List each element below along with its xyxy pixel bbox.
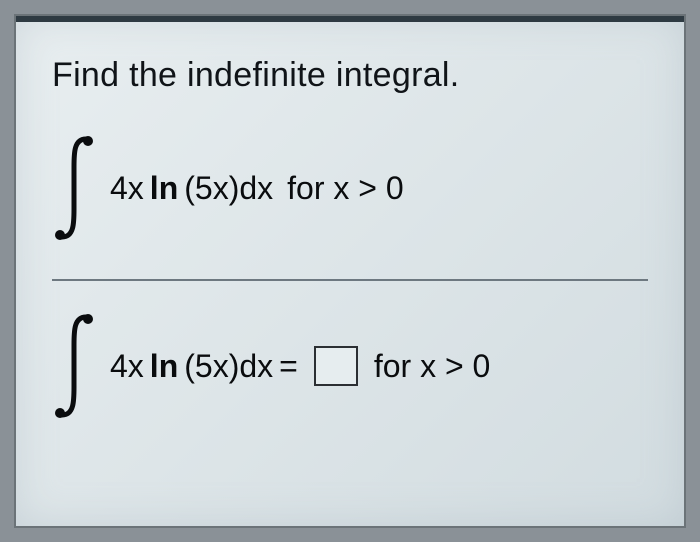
integrand-2: 4x [110,348,144,385]
integral-expression-2: 4x ln (5x)dx = for x > 0 [110,346,490,386]
fn-ln-1: ln [150,170,178,207]
condition-2: for x > 0 [374,348,491,385]
integral-expression-1: 4x ln (5x)dx for x > 0 [110,170,404,207]
integral-answer-row: 4x ln (5x)dx = for x > 0 [52,311,648,421]
prompt-text: Find the indefinite integral. [52,56,648,95]
condition-1: for x > 0 [287,170,404,207]
arg-1: (5x)dx [184,170,273,207]
equals-sign: = [279,348,298,385]
integral-problem-row: 4x ln (5x)dx for x > 0 [52,133,648,243]
integrand-1: 4x [110,170,144,207]
integral-sign-icon [52,133,100,243]
fn-ln-2: ln [150,348,178,385]
answer-input-box[interactable] [314,346,358,386]
arg-2: (5x)dx [184,348,273,385]
question-panel: Find the indefinite integral. 4x ln (5x)… [14,14,686,528]
divider-line [52,279,648,281]
integral-sign-icon [52,311,100,421]
